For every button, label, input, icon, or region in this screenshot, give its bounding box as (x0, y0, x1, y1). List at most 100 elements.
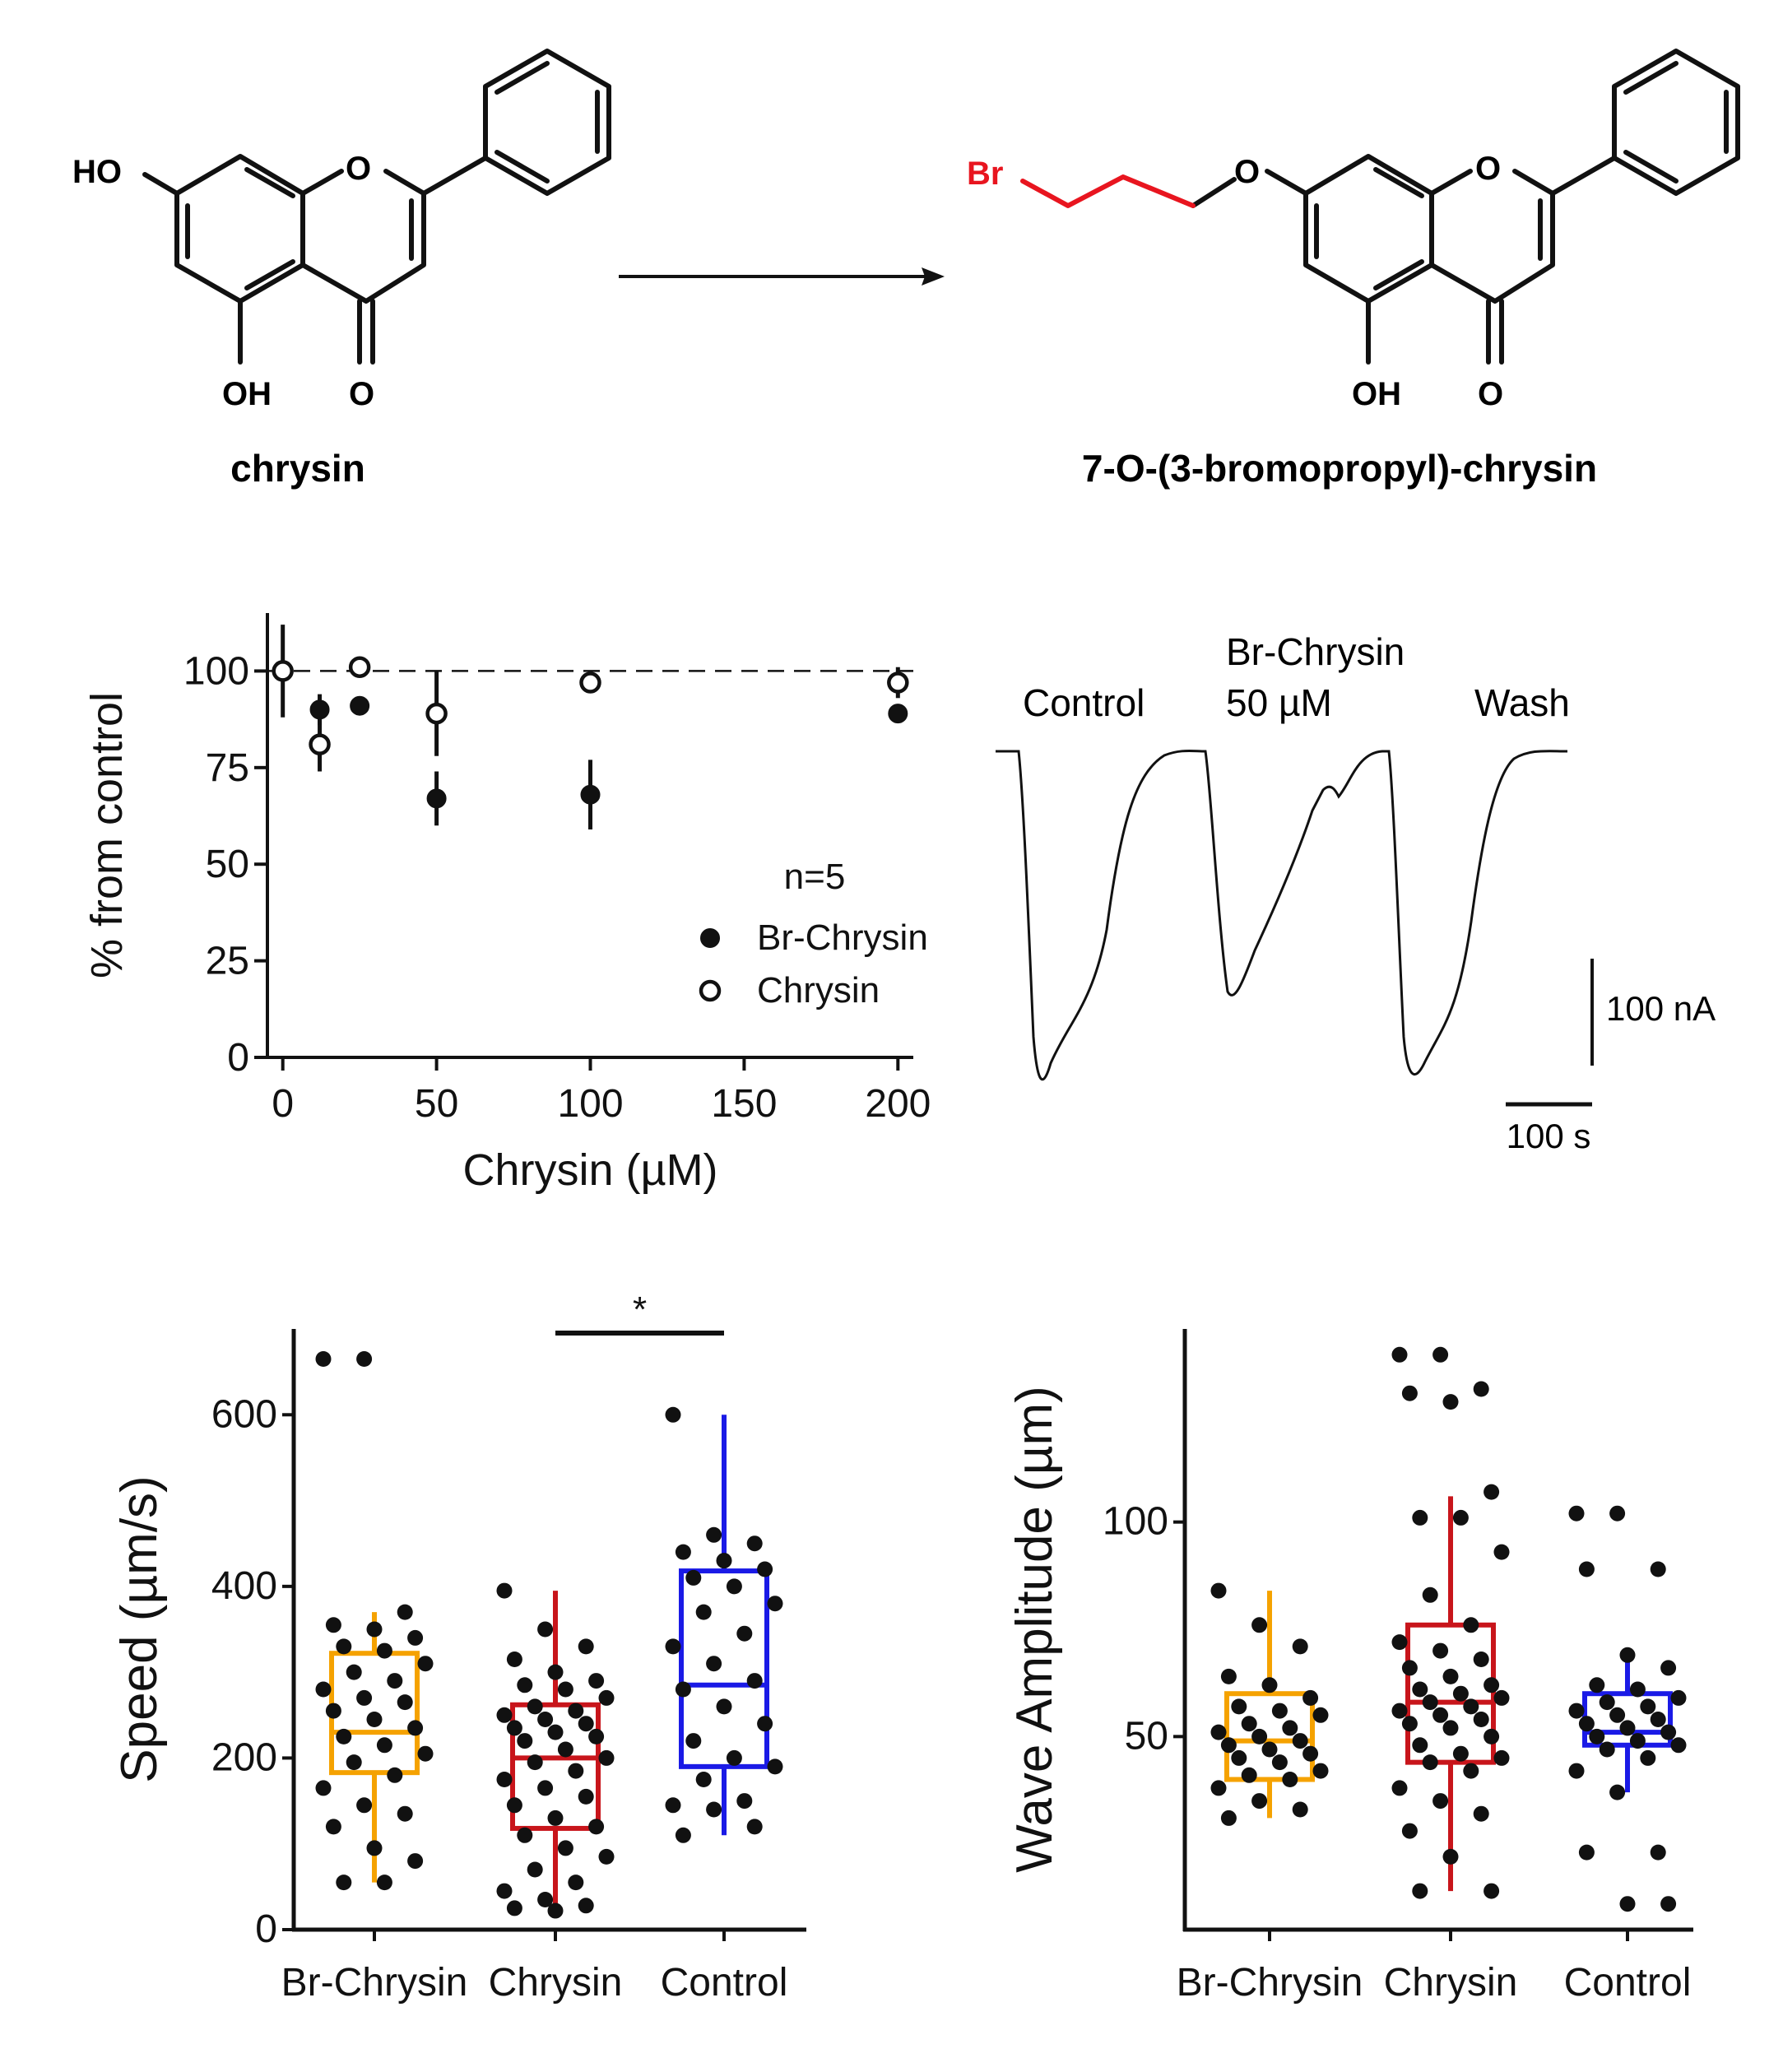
trace-label-concentration: 50 µM (1226, 681, 1332, 724)
y-tick-label: 200 (211, 1735, 277, 1779)
data-point (496, 1883, 513, 1899)
chrysin-point (309, 733, 331, 755)
data-point (517, 1733, 533, 1749)
data-point (1292, 1801, 1308, 1818)
data-point (1609, 1707, 1626, 1723)
data-point (1432, 1346, 1449, 1363)
data-point (598, 1848, 615, 1865)
data-point (588, 1728, 605, 1744)
speed-boxplot-svg: 0 200 400 600 Speed (µm/s) Br-Chrysin Chrysin C… (111, 1289, 806, 2005)
data-point (1432, 1707, 1449, 1723)
data-point (598, 1689, 615, 1706)
x-tick-label: Br-Chrysin (281, 1961, 468, 2005)
sample-size-annotation: n=5 (784, 857, 846, 897)
reaction-arrow (619, 267, 945, 286)
data-point (1670, 1737, 1687, 1754)
data-point (1568, 1703, 1585, 1719)
data-point (1609, 1784, 1626, 1800)
data-point (506, 1797, 522, 1814)
data-point (1432, 1793, 1449, 1810)
data-point (746, 1819, 763, 1835)
x-tick-label: Control (1564, 1961, 1692, 2005)
data-point (1650, 1561, 1666, 1577)
data-point (1401, 1823, 1418, 1839)
data-point (1312, 1707, 1329, 1723)
data-point (685, 1569, 702, 1586)
data-point (387, 1673, 403, 1689)
data-point (1401, 1716, 1418, 1732)
current-trace (996, 749, 1568, 1081)
data-point (578, 1898, 594, 1914)
data-point (537, 1892, 554, 1907)
data-point (1442, 1848, 1459, 1865)
product-ether-o-label: O (1234, 154, 1260, 190)
data-point (1452, 1745, 1469, 1762)
y-tick-label: 25 (206, 940, 249, 983)
data-point (537, 1621, 554, 1638)
data-point (767, 1758, 783, 1775)
data-point (1271, 1754, 1288, 1771)
wave-amplitude-boxplot-svg: 50 100 Wave Amplitude (µm) Br-Chrysin Chrysi… (1006, 1329, 1693, 2005)
chrysin-name: chrysin (230, 447, 365, 490)
data-point (1302, 1689, 1319, 1706)
data-point (325, 1617, 341, 1633)
data-point (1473, 1805, 1489, 1822)
data-point (527, 1861, 543, 1878)
x-tick-label: 150 (711, 1082, 777, 1126)
data-point (1629, 1733, 1646, 1749)
data-point (1442, 1394, 1459, 1410)
box (510, 1702, 601, 1831)
data-point (1629, 1681, 1646, 1698)
data-point (695, 1604, 712, 1620)
br-chrysin-point (580, 784, 601, 805)
br-chrysin-point (426, 788, 447, 809)
data-point (1473, 1712, 1489, 1727)
data-point (1422, 1754, 1438, 1771)
data-point (1473, 1381, 1489, 1397)
data-point (376, 1875, 392, 1891)
data-point (685, 1733, 702, 1749)
data-point (1412, 1509, 1428, 1526)
wave-amplitude-boxplot: 50 100 Wave Amplitude (µm) Br-Chrysin Chrysi… (891, 1267, 1783, 2068)
data-point (1568, 1505, 1585, 1521)
data-point (336, 1728, 352, 1744)
data-point (346, 1664, 362, 1680)
data-point (1660, 1660, 1677, 1676)
data-point (547, 1664, 564, 1680)
data-point (1241, 1716, 1257, 1732)
data-point (1493, 1749, 1510, 1766)
y-axis-label: % from control (82, 692, 132, 978)
data-point (397, 1694, 413, 1711)
time-scalebar: 100 s (1506, 1102, 1592, 1155)
dose-response-chart: 0 25 50 75 100 0 50 100 150 200 % from control Chry… (0, 576, 987, 1234)
chrysin-point (348, 656, 371, 678)
chrysin-structure (142, 49, 611, 365)
data-point (736, 1625, 753, 1642)
x-tick-label: 100 (557, 1082, 623, 1126)
legend-label: Chrysin (757, 970, 880, 1010)
significance-label: * (633, 1289, 647, 1330)
data-point (1619, 1647, 1636, 1663)
data-point (1261, 1741, 1278, 1758)
data-point (1599, 1694, 1615, 1711)
data-point (346, 1754, 362, 1771)
data-point (356, 1797, 373, 1814)
product-name: 7-O-(3-bromopropyl)-chrysin (1082, 447, 1597, 490)
data-point (1210, 1780, 1227, 1796)
data-point (1391, 1634, 1408, 1651)
y-tick-label: 50 (1125, 1714, 1168, 1758)
data-point (665, 1406, 681, 1423)
data-point (1220, 1810, 1237, 1826)
data-point (557, 1741, 573, 1758)
data-point (1401, 1385, 1418, 1401)
data-point (325, 1819, 341, 1835)
data-point (1412, 1883, 1428, 1899)
data-point (665, 1638, 681, 1655)
data-point (547, 1902, 564, 1919)
y-tick-label: 600 (211, 1392, 277, 1436)
data-point (726, 1749, 742, 1766)
data-point (537, 1780, 554, 1796)
data-point (537, 1712, 554, 1727)
data-point (736, 1793, 753, 1810)
reaction-scheme-svg: HO O OH O chrysin (72, 49, 1740, 490)
